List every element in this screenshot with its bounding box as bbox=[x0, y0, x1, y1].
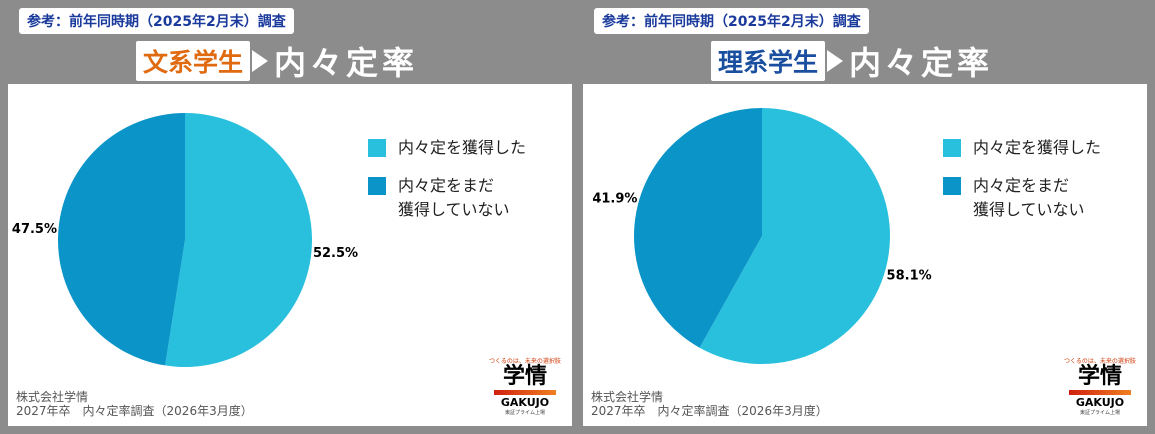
chart-area: 52.5% 47.5% 内々定を獲得した 内々定をまだ 獲得していない 株式会社学情… bbox=[8, 84, 572, 426]
legend-label: 内々定をまだ 獲得していない bbox=[973, 176, 1085, 219]
reference-note: 参考：前年同時期（2025年2月末）調査 bbox=[594, 8, 869, 34]
gakujo-logo: つくるのは、未来の選択肢 学情 GAKUJO 東証プライム上場 bbox=[489, 358, 561, 416]
slice-obtained bbox=[165, 113, 312, 367]
slice-obtained bbox=[699, 108, 890, 364]
footer-source: 株式会社学情 2027年卒 内々定率調査（2026年3月度） bbox=[591, 390, 828, 418]
pie-chart: 58.1% 41.9% bbox=[592, 108, 932, 364]
footer-source: 株式会社学情 2027年卒 内々定率調査（2026年3月度） bbox=[16, 390, 253, 418]
legend-swatch bbox=[943, 177, 961, 195]
page-title: 内々定率 bbox=[849, 44, 994, 82]
student-group-tag: 文系学生 bbox=[136, 41, 251, 81]
heading: 文系学生 内々定率 bbox=[136, 38, 418, 84]
legend-label: 内々定をまだ 獲得していない bbox=[398, 176, 510, 219]
reference-note: 参考：前年同時期（2025年2月末）調査 bbox=[19, 8, 294, 34]
legend-item-not-obtained: 内々定をまだ 獲得していない bbox=[943, 174, 1085, 222]
pie-chart: 52.5% 47.5% bbox=[12, 113, 358, 367]
legend-item-obtained: 内々定を獲得した bbox=[368, 136, 526, 160]
arrow-icon bbox=[252, 50, 269, 72]
slice-not-obtained bbox=[634, 108, 762, 348]
gakujo-logo: つくるのは、未来の選択肢 学情 GAKUJO 東証プライム上場 bbox=[1064, 358, 1136, 416]
data-label: 41.9% bbox=[592, 192, 637, 207]
arrow-icon bbox=[827, 50, 844, 72]
legend-item-obtained: 内々定を獲得した bbox=[943, 136, 1101, 160]
legend-label: 内々定を獲得した bbox=[398, 138, 527, 157]
legend-swatch bbox=[943, 139, 961, 157]
data-label: 58.1% bbox=[887, 268, 932, 283]
chart-panel-science: 参考：前年同時期（2025年2月末）調査 理系学生 内々定率 58.1% 41.9… bbox=[575, 0, 1152, 434]
heading: 理系学生 内々定率 bbox=[711, 38, 993, 84]
slice-not-obtained bbox=[57, 113, 186, 366]
legend-label: 内々定を獲得した bbox=[973, 138, 1102, 157]
legend-item-not-obtained: 内々定をまだ 獲得していない bbox=[368, 174, 510, 222]
data-label: 52.5% bbox=[313, 246, 358, 261]
chart-panel-humanities: 参考：前年同時期（2025年2月末）調査 文系学生 内々定率 52.5% 47.5… bbox=[0, 0, 577, 434]
data-label: 47.5% bbox=[12, 222, 57, 237]
chart-area: 58.1% 41.9% 内々定を獲得した 内々定をまだ 獲得していない 株式会社学情… bbox=[583, 84, 1147, 426]
page-title: 内々定率 bbox=[274, 44, 419, 82]
legend-swatch bbox=[368, 139, 386, 157]
legend-swatch bbox=[368, 177, 386, 195]
student-group-tag: 理系学生 bbox=[711, 41, 826, 81]
